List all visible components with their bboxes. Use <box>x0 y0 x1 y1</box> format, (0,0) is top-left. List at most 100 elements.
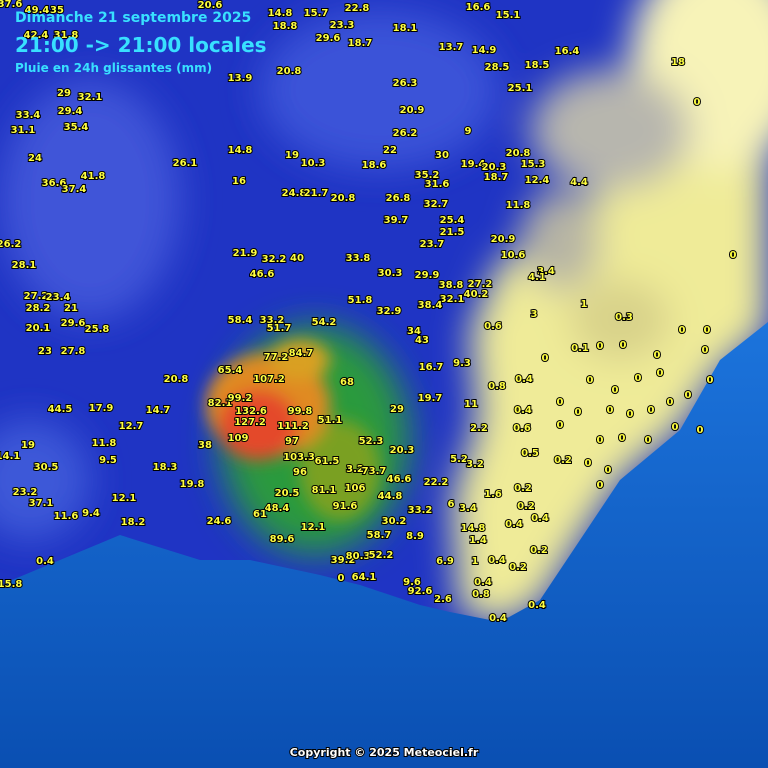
station-value: 20.8 <box>164 374 189 385</box>
station-value: 65.4 <box>218 365 243 376</box>
station-value: 37.4 <box>62 184 87 195</box>
station-value: 0 <box>667 397 674 408</box>
station-value: 12.4 <box>525 175 550 186</box>
period: 21:00 -> 21:00 locales <box>15 33 267 57</box>
station-value: 23.7 <box>420 239 445 250</box>
station-value: 32.7 <box>424 199 449 210</box>
station-value: 14.1 <box>0 451 20 462</box>
station-value: 58.4 <box>228 315 253 326</box>
station-value: 28.1 <box>12 260 37 271</box>
station-value: 20.9 <box>491 234 516 245</box>
station-value: 0 <box>597 341 604 352</box>
station-value: 21.7 <box>304 188 329 199</box>
station-value: 19 <box>285 150 299 161</box>
station-value: 42.4 <box>24 30 49 41</box>
station-value: 24.8 <box>282 188 307 199</box>
station-value: 0 <box>635 373 642 384</box>
station-value: 48.4 <box>265 503 290 514</box>
station-value: 19.7 <box>418 393 443 404</box>
station-value: 0 <box>557 420 564 431</box>
station-value: 13.7 <box>439 42 464 53</box>
date: Dimanche 21 septembre 2025 <box>15 10 251 26</box>
station-value: 23 <box>38 346 52 357</box>
station-value: 0 <box>702 345 709 356</box>
station-value: 35 <box>50 5 64 16</box>
station-value: 38.8 <box>439 280 464 291</box>
station-value: 0.4 <box>531 513 549 524</box>
station-value: 37.6 <box>0 0 22 10</box>
station-value: 9.5 <box>99 455 117 466</box>
station-value: 18.5 <box>525 60 550 71</box>
station-value: 31.1 <box>11 125 36 136</box>
station-value: 0.5 <box>521 448 539 459</box>
station-value: 22.2 <box>424 477 449 488</box>
station-value: 0.2 <box>530 545 548 556</box>
station-value: 0 <box>338 573 345 584</box>
station-value: 15.8 <box>0 579 22 590</box>
station-value: 20.8 <box>331 193 356 204</box>
station-value: 32.1 <box>78 92 103 103</box>
station-value: 27.2 <box>468 279 493 290</box>
station-value: 0 <box>597 480 604 491</box>
station-value: 0.2 <box>514 483 532 494</box>
station-value: 58.7 <box>367 530 392 541</box>
station-value: 11.8 <box>92 438 117 449</box>
station-value: 30.5 <box>34 462 59 473</box>
station-value: 107.2 <box>253 374 285 385</box>
station-value: 27.8 <box>61 346 86 357</box>
station-value: 18.1 <box>393 23 418 34</box>
station-value: 0 <box>612 385 619 396</box>
station-value: 23.2 <box>13 487 38 498</box>
station-value: 16.4 <box>555 46 580 57</box>
station-value: 0.3 <box>615 312 633 323</box>
station-value: 61 <box>253 509 267 520</box>
station-value: 0.4 <box>488 555 506 566</box>
station-value: 6.9 <box>436 556 454 567</box>
station-value: 18.6 <box>362 160 387 171</box>
station-value: 0.2 <box>509 562 527 573</box>
station-value: 21 <box>64 303 78 314</box>
station-value: 14.8 <box>228 145 253 156</box>
station-value: 19.8 <box>180 479 205 490</box>
station-value: 33.4 <box>16 110 41 121</box>
station-value: 25.8 <box>85 324 110 335</box>
station-value: 16.7 <box>419 362 444 373</box>
station-value: 52.2 <box>369 550 394 561</box>
station-value: 18.8 <box>273 21 298 32</box>
station-value: 0 <box>585 458 592 469</box>
station-value: 20.3 <box>390 445 415 456</box>
station-value: 31.6 <box>425 179 450 190</box>
station-value: 9.3 <box>453 358 471 369</box>
station-value: 22.8 <box>345 3 370 14</box>
station-value: 1 <box>581 299 588 310</box>
station-value: 3 <box>531 309 538 320</box>
station-value: 0.4 <box>514 405 532 416</box>
station-value: 0 <box>697 425 704 436</box>
station-value: 43 <box>415 335 429 346</box>
station-value: 84.7 <box>289 348 314 359</box>
station-value: 11 <box>464 399 478 410</box>
station-value: 0 <box>654 350 661 361</box>
station-value: 0 <box>645 435 652 446</box>
station-value: 22 <box>383 145 397 156</box>
station-value: 0.4 <box>489 613 507 624</box>
station-value: 77.2 <box>264 352 289 363</box>
caption: Pluie en 24h glissantes (mm) <box>15 61 212 75</box>
station-value: 15.7 <box>304 8 329 19</box>
station-value: 92.6 <box>408 586 433 597</box>
station-value: 11.6 <box>54 511 79 522</box>
station-value: 51.1 <box>318 415 343 426</box>
station-value: 15.3 <box>521 159 546 170</box>
station-value: 0 <box>607 405 614 416</box>
station-value: 0 <box>704 325 711 336</box>
station-value: 26.2 <box>393 128 418 139</box>
station-value: 32.9 <box>377 306 402 317</box>
station-value: 0 <box>627 409 634 420</box>
station-value: 9 <box>465 126 472 137</box>
station-value: 4.1 <box>528 272 546 283</box>
station-value: 0.8 <box>472 589 490 600</box>
station-value: 29.6 <box>61 318 86 329</box>
station-value: 3.2 <box>466 459 484 470</box>
station-value: 19 <box>21 440 35 451</box>
station-value: 15.1 <box>496 10 521 21</box>
